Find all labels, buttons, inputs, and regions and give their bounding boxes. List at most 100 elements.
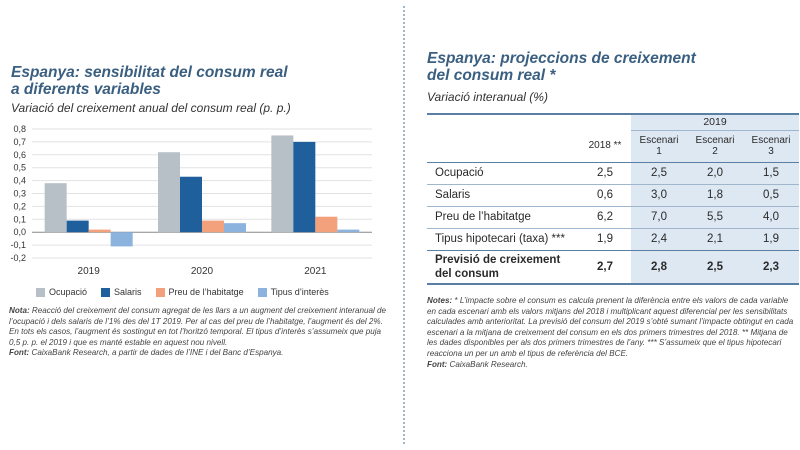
- y-tick-label: -0,2: [10, 253, 26, 263]
- legend-swatch: [155, 287, 165, 297]
- cell-s2: 1,8: [687, 184, 743, 206]
- cell-s2: 2,0: [687, 162, 743, 184]
- chart-title-line1: Espanya: sensibilitat del consum real: [11, 64, 288, 81]
- row-label: Preu de l’habitatge: [435, 211, 531, 223]
- bar: [66, 220, 89, 233]
- row-label: Tipus hipotecari (taxa) ***: [435, 233, 565, 245]
- cell-2018: 6,2: [597, 211, 613, 223]
- scenario-word: Escenari: [695, 135, 735, 146]
- scenario-word: Escenari: [639, 135, 679, 146]
- table-row: Ocupació 2,5 2,5 2,0 1,5: [427, 162, 799, 184]
- legend-label: Salaris: [114, 287, 142, 297]
- y-tick-label: 0,6: [13, 150, 26, 160]
- col-scenario-3: Escenari 3: [743, 130, 799, 162]
- legend-label: Tipus d’interès: [270, 287, 329, 297]
- notes-text: * L’impacte sobre el consum es calcula p…: [427, 296, 794, 358]
- cell-s1: 2,4: [631, 228, 687, 250]
- bar: [315, 216, 338, 233]
- cell-2018: 2,7: [597, 260, 613, 273]
- col-scenario-2: Escenari 2: [687, 130, 743, 162]
- table-subtitle: Variació interanual (%): [427, 90, 548, 104]
- y-tick-label: 0,5: [13, 163, 26, 173]
- bar: [88, 229, 111, 233]
- chart-title: Espanya: sensibilitat del consum real a …: [11, 64, 288, 98]
- scenario-num: 2: [712, 146, 718, 157]
- cell-s1: 3,0: [631, 184, 687, 206]
- notes-text: Reacció del creixement del consum agrega…: [9, 306, 387, 347]
- table-header-row: 2018 ** Escenari 1 Escenari 2 Escenari 3: [427, 130, 799, 162]
- cell-s3: 2,3: [743, 250, 799, 284]
- table-notes: Notes: * L’impacte sobre el consum es ca…: [427, 296, 799, 370]
- legend-label: Preu de l’habitatge: [168, 287, 244, 297]
- bar: [271, 135, 294, 233]
- notes-label: Nota:: [9, 306, 30, 315]
- cell-s2: 2,5: [687, 250, 743, 284]
- y-tick-label: 0,1: [13, 214, 26, 224]
- bar: [337, 229, 360, 233]
- total-label-line2: del consum: [435, 267, 499, 280]
- cell-2018: 1,9: [597, 233, 613, 245]
- bar-chart: 0,8 0,7 0,6 0,5 0,4 0,3 0,2 0,1 0,0 -0,1 -0,2 2019 2…: [10, 124, 372, 277]
- cell-s1: 7,0: [631, 206, 687, 228]
- cell-s3: 4,0: [743, 206, 799, 228]
- projection-table: 2019 2018 ** Escenari 1 Escenari 2 Escenar…: [427, 113, 799, 285]
- bar: [110, 232, 133, 247]
- cell-s3: 0,5: [743, 184, 799, 206]
- cell-s1: 2,8: [631, 250, 687, 284]
- scenario-num: 1: [656, 146, 662, 157]
- legend-swatch: [36, 287, 45, 297]
- x-tick-label: 2020: [191, 266, 214, 277]
- legend-swatch: [257, 287, 267, 297]
- year-header: 2019: [631, 114, 799, 131]
- table-row: Tipus hipotecari (taxa) *** 1,9 2,4 2,1 …: [427, 228, 799, 250]
- row-label: Ocupació: [435, 167, 484, 179]
- cell-s2: 5,5: [687, 206, 743, 228]
- y-tick-label: 0,8: [13, 124, 26, 134]
- col-scenario-1: Escenari 1: [631, 130, 687, 162]
- source-label: Font:: [9, 348, 30, 358]
- scenario-num: 3: [768, 146, 774, 157]
- chart-subtitle: Variació del creixement anual del consum…: [11, 101, 291, 115]
- table-row: Salaris 0,6 3,0 1,8 0,5: [427, 184, 799, 206]
- chart-title-line2: a diferents variables: [11, 81, 161, 98]
- table-row: Preu de l’habitatge 6,2 7,0 5,5 4,0: [427, 206, 799, 228]
- cell-s3: 1,5: [743, 162, 799, 184]
- chart-notes: Nota: Reacció del creixement del consum …: [9, 306, 389, 359]
- bar: [293, 141, 316, 233]
- right-panel: Espanya: projeccions de creixement del c…: [410, 0, 800, 450]
- cell-s2: 2,1: [687, 228, 743, 250]
- bar: [224, 223, 246, 233]
- bar: [202, 220, 224, 233]
- y-tick-label: -0,1: [10, 240, 26, 250]
- y-tick-label: 0,3: [13, 189, 26, 199]
- y-tick-label: 0,2: [13, 201, 26, 211]
- notes-label: Notes:: [427, 296, 453, 305]
- cell-2018: 2,5: [597, 167, 613, 179]
- table-title: Espanya: projeccions de creixement del c…: [427, 50, 696, 84]
- bar: [158, 152, 180, 233]
- total-label: Previsió de creixement del consum: [427, 250, 579, 284]
- bar: [44, 183, 67, 233]
- chart-legend: Ocupació Salaris Preu de l’habitatge Tipus …: [36, 287, 329, 297]
- table-year-row: 2019: [427, 114, 799, 131]
- cell-2018: 0,6: [597, 189, 613, 201]
- legend-item: Ocupació: [36, 287, 87, 297]
- col-2018-header: 2018 **: [588, 140, 622, 152]
- y-tick-label: 0,0: [13, 227, 26, 237]
- legend-item: Preu de l’habitatge: [155, 287, 244, 297]
- panel-divider: [403, 6, 405, 444]
- bar: [180, 176, 202, 233]
- cell-s3: 1,9: [743, 228, 799, 250]
- table-title-line2: del consum real *: [427, 67, 556, 84]
- total-label-line1: Previsió de creixement: [435, 253, 561, 266]
- source-label: Font:: [427, 359, 448, 369]
- left-panel: Espanya: sensibilitat del consum real a …: [0, 0, 398, 450]
- y-tick-label: 0,4: [13, 176, 26, 186]
- table-total-row: Previsió de creixement del consum 2,7 2,8…: [427, 250, 799, 284]
- scenario-word: Escenari: [751, 135, 791, 146]
- legend-swatch: [101, 287, 111, 297]
- y-tick-label: 0,7: [13, 137, 26, 147]
- x-tick-label: 2021: [304, 266, 327, 277]
- legend-item: Salaris: [101, 287, 142, 297]
- table-title-line1: Espanya: projeccions de creixement: [427, 50, 696, 67]
